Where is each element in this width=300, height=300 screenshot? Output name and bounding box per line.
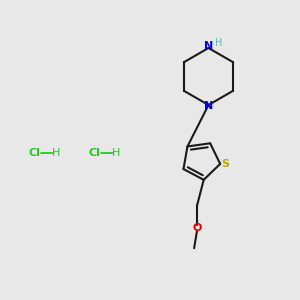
Text: Cl: Cl: [88, 148, 101, 158]
Text: H: H: [112, 148, 121, 158]
Text: N: N: [204, 41, 213, 51]
Text: H: H: [215, 38, 222, 48]
Text: S: S: [221, 159, 229, 169]
Text: H: H: [52, 148, 61, 158]
Text: Cl: Cl: [28, 148, 40, 158]
Text: O: O: [192, 223, 202, 233]
Text: N: N: [204, 101, 213, 111]
